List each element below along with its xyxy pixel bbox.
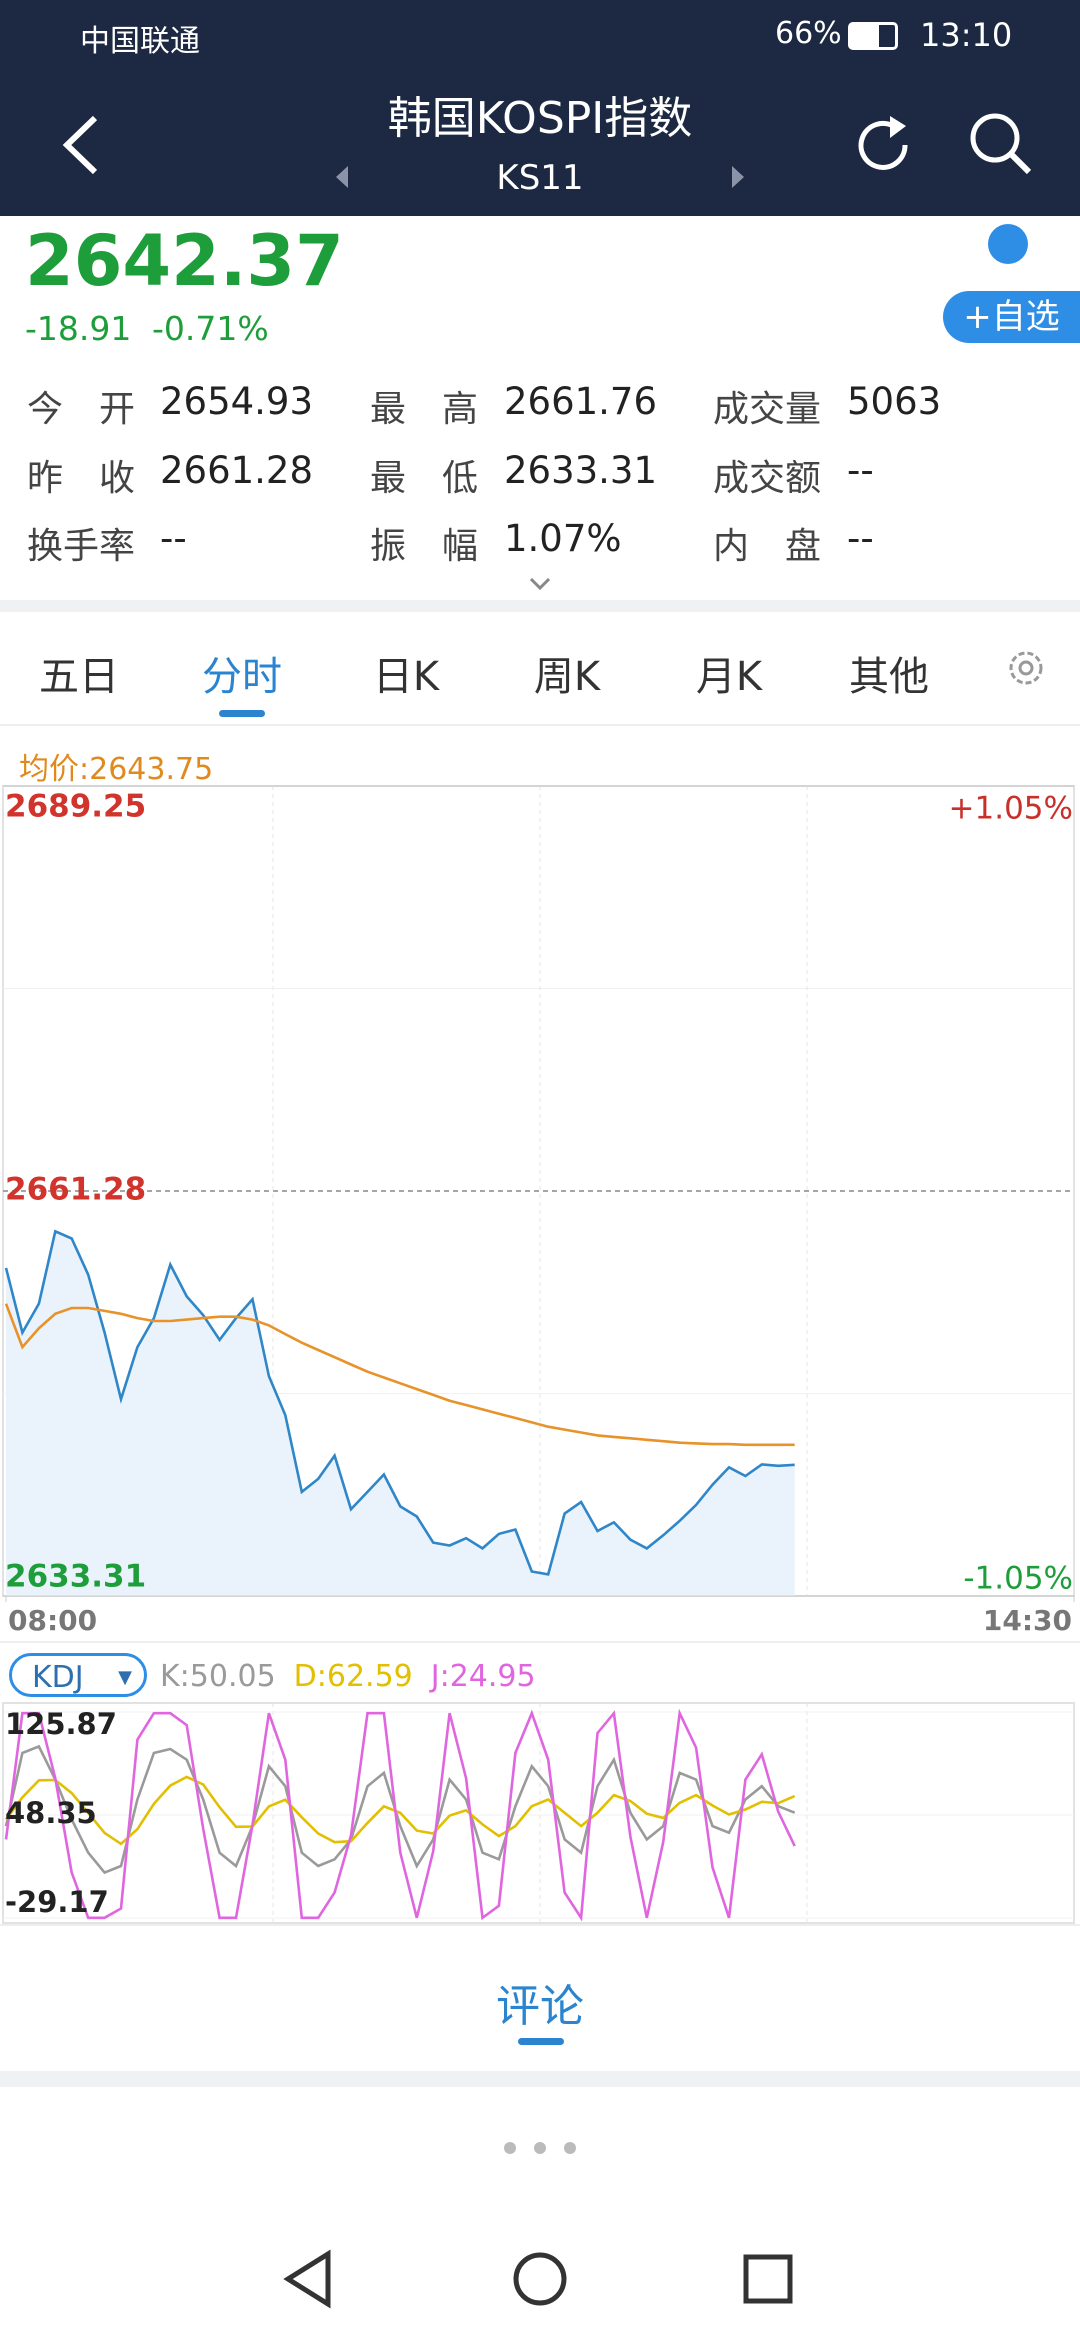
legend-entry: K:50.05 bbox=[160, 1659, 276, 1694]
chart-frame bbox=[2, 785, 1075, 1597]
y-tick-label: 125.87 bbox=[5, 1707, 117, 1741]
code-switch[interactable] bbox=[330, 162, 750, 192]
series-line bbox=[4, 1229, 795, 1576]
change-percent: -0.71% bbox=[152, 309, 269, 348]
price-area bbox=[6, 1231, 795, 1596]
tab-indicator bbox=[518, 2038, 564, 2045]
title: 韩国KOSPI指数 bbox=[387, 93, 693, 144]
divider bbox=[0, 724, 1080, 726]
nav-recent[interactable] bbox=[743, 2254, 793, 2304]
watch-button[interactable]: +自选 bbox=[943, 291, 1080, 343]
stat-value: 2661.76 bbox=[504, 380, 658, 423]
tab[interactable]: 日K bbox=[372, 654, 440, 700]
comment-tabs: 评论 bbox=[0, 1924, 1080, 2072]
carrier: 中国联通 bbox=[80, 24, 200, 59]
code: KS11 bbox=[496, 158, 584, 198]
tab[interactable]: 五日 bbox=[39, 654, 119, 700]
chart-frame bbox=[2, 1702, 1075, 1924]
refresh-button[interactable] bbox=[850, 110, 920, 180]
y2-tick-label: -1.05% bbox=[963, 1561, 1073, 1597]
y-tick-label: 48.35 bbox=[5, 1796, 97, 1830]
battery-icon bbox=[848, 22, 898, 50]
search-button[interactable] bbox=[965, 108, 1035, 178]
header: 中国联通 66% 13:10 韩国KOSPI指数 KS11 bbox=[0, 0, 1080, 216]
indicator-name: KDJ bbox=[32, 1660, 84, 1695]
nav-back[interactable] bbox=[283, 2249, 331, 2309]
divider bbox=[0, 600, 1080, 612]
series-line bbox=[4, 1775, 796, 1846]
tab[interactable]: 周K bbox=[533, 654, 601, 700]
comment-tab[interactable]: 评论 bbox=[496, 1981, 584, 2032]
expand-icon[interactable] bbox=[528, 576, 552, 592]
y-tick-label: 2661.28 bbox=[5, 1172, 146, 1208]
series-line bbox=[4, 1744, 796, 1875]
divider bbox=[0, 2071, 1080, 2087]
settings-button[interactable] bbox=[1003, 645, 1049, 691]
avg-price: 均价:2643.75 bbox=[19, 752, 214, 787]
stat-label: 昨 收 bbox=[27, 458, 136, 499]
stat-label: 换手率 bbox=[27, 526, 136, 567]
stat-label: 成交量 bbox=[713, 389, 822, 430]
stat-label: 最 低 bbox=[370, 458, 479, 499]
x-tick-label: 14:30 bbox=[983, 1604, 1072, 1637]
series-line bbox=[4, 1303, 795, 1447]
y2-tick-label: +1.05% bbox=[949, 791, 1073, 827]
legend-entry: J:24.95 bbox=[430, 1659, 536, 1694]
stat-value: 5063 bbox=[847, 380, 942, 423]
stat-value: 2654.93 bbox=[160, 380, 314, 423]
y-tick-label: 2689.25 bbox=[5, 789, 146, 825]
tab-indicator bbox=[219, 710, 265, 717]
clock: 13:10 bbox=[920, 16, 1013, 54]
stat-label: 最 高 bbox=[370, 389, 479, 430]
indicator-select[interactable]: KDJ ▼ bbox=[9, 1653, 147, 1697]
tab[interactable]: 分时 bbox=[202, 654, 282, 700]
series-line bbox=[4, 1708, 796, 1922]
y-tick-label: -29.17 bbox=[5, 1885, 109, 1919]
globe-icon[interactable] bbox=[988, 224, 1028, 264]
stat-label: 成交额 bbox=[713, 458, 822, 499]
change: -18.91 bbox=[25, 309, 132, 348]
y-tick-label: 2633.31 bbox=[5, 1559, 146, 1595]
more-dots[interactable] bbox=[500, 2138, 580, 2158]
stat-value: -- bbox=[160, 517, 187, 560]
x-tick-label: 08:00 bbox=[8, 1604, 97, 1637]
tab[interactable]: 其他 bbox=[849, 654, 929, 700]
stat-label: 今 开 bbox=[27, 389, 136, 430]
battery: 66% bbox=[775, 16, 842, 51]
stat-value: 1.07% bbox=[504, 517, 622, 560]
price: 2642.37 bbox=[25, 220, 344, 302]
stat-value: -- bbox=[847, 449, 874, 492]
stat-label: 振 幅 bbox=[370, 526, 479, 567]
stat-value: 2661.28 bbox=[160, 449, 314, 492]
legend-entry: D:62.59 bbox=[293, 1659, 413, 1694]
back-button[interactable] bbox=[55, 110, 105, 180]
stat-label: 内 盘 bbox=[713, 526, 822, 567]
nav-bar bbox=[283, 2249, 793, 2309]
stat-value: 2633.31 bbox=[504, 449, 658, 492]
tab[interactable]: 月K bbox=[695, 654, 763, 700]
stat-value: -- bbox=[847, 517, 874, 560]
nav-home[interactable] bbox=[513, 2252, 567, 2306]
